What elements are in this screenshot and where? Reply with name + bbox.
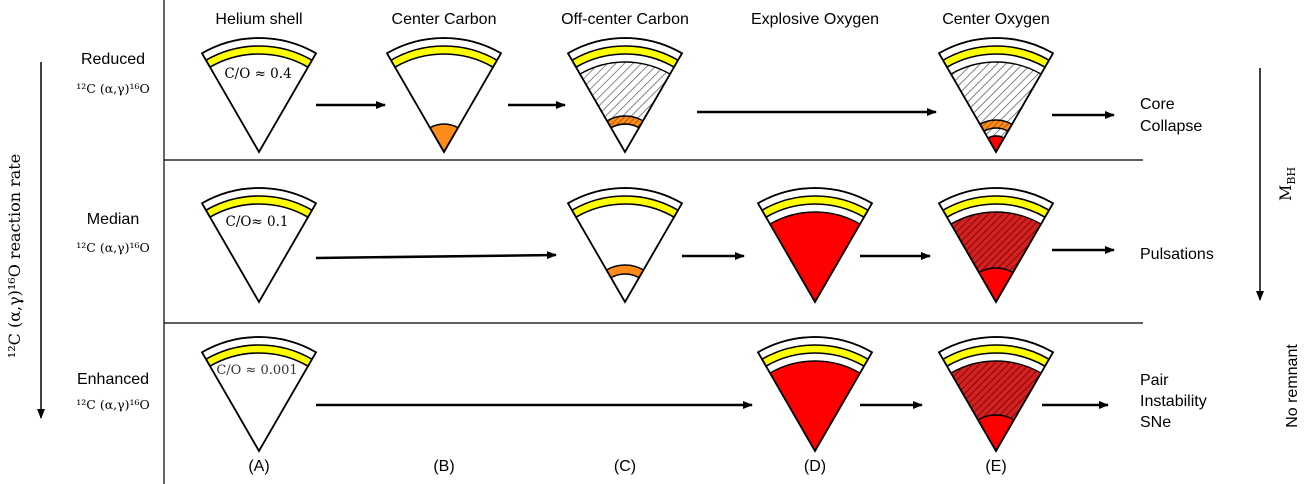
column-label-a: (A): [248, 458, 269, 475]
row-rate-reduced: ¹²C (α,γ)¹⁶O: [76, 81, 149, 96]
wedge-reduced-e-outline: [937, 37, 1055, 154]
outcome-reduced-line1: Core: [1140, 96, 1175, 113]
left-axis-label: ¹²C (α,γ)¹⁶O reaction rate: [5, 154, 24, 358]
row-name-median: Median: [87, 211, 139, 228]
no-remnant-label: No remnant: [1284, 344, 1301, 428]
wedge-median-d-outline: [756, 187, 874, 304]
column-label-e: (E): [985, 458, 1006, 475]
co-ratio-median: C/O≈ 0.1: [225, 214, 288, 230]
outcome-enhanced-line2: Instability: [1140, 393, 1207, 410]
right-axis-label: MBH: [1276, 167, 1298, 201]
column-label-b: (B): [433, 458, 454, 475]
row-name-enhanced: Enhanced: [77, 371, 149, 388]
column-title-b: Center Carbon: [392, 11, 497, 28]
wedge-enhanced-e-outline: [937, 336, 1055, 453]
wedge-median-e-outline: [937, 187, 1055, 304]
column-title-e: Center Oxygen: [942, 11, 1050, 28]
outcome-median: Pulsations: [1140, 246, 1214, 263]
wedge-enhanced-d-outline: [756, 336, 874, 453]
wedge-reduced-a-outline: [200, 37, 318, 154]
star-wedges: [200, 37, 1055, 453]
co-ratio-enhanced: C/O ≈ 0.001: [216, 363, 297, 378]
outcome-enhanced-line3: SNe: [1140, 414, 1171, 431]
co-ratio-reduced: C/O ≈ 0.4: [224, 66, 291, 82]
row-name-reduced: Reduced: [81, 51, 145, 68]
column-label-c: (C): [614, 458, 636, 475]
wedge-reduced-b-layer-1: [429, 123, 459, 154]
wedge-enhanced-d-layer-1: [769, 360, 861, 453]
wedge-enhanced-a-outline: [200, 336, 318, 453]
column-title-c: Off-center Carbon: [561, 11, 689, 28]
wedge-median-a-outline: [200, 187, 318, 304]
column-title-d: Explosive Oxygen: [751, 11, 879, 28]
column-title-a: Helium shell: [215, 11, 302, 28]
wedge-enhanced-e-layer-2: [977, 414, 1015, 453]
wedge-reduced-c-outline: [566, 37, 684, 154]
wedge-median-e-layer-2: [978, 267, 1014, 304]
wedge-median-c-outline: [566, 187, 684, 304]
outcome-enhanced-line1: Pair: [1140, 372, 1169, 389]
wedge-median-d-layer-1: [769, 211, 861, 304]
wedge-reduced-b-outline: [385, 37, 503, 154]
wedge-median-e-layer-1: [950, 211, 1042, 304]
row-rate-enhanced: ¹²C (α,γ)¹⁶O: [76, 397, 149, 412]
row-rate-median: ¹²C (α,γ)¹⁶O: [76, 240, 149, 255]
column-label-d: (D): [804, 458, 826, 475]
outcome-reduced-line2: Collapse: [1140, 118, 1202, 135]
arrow-median-a-c: [315, 251, 557, 260]
wedge-enhanced-e-layer-1: [950, 360, 1042, 453]
